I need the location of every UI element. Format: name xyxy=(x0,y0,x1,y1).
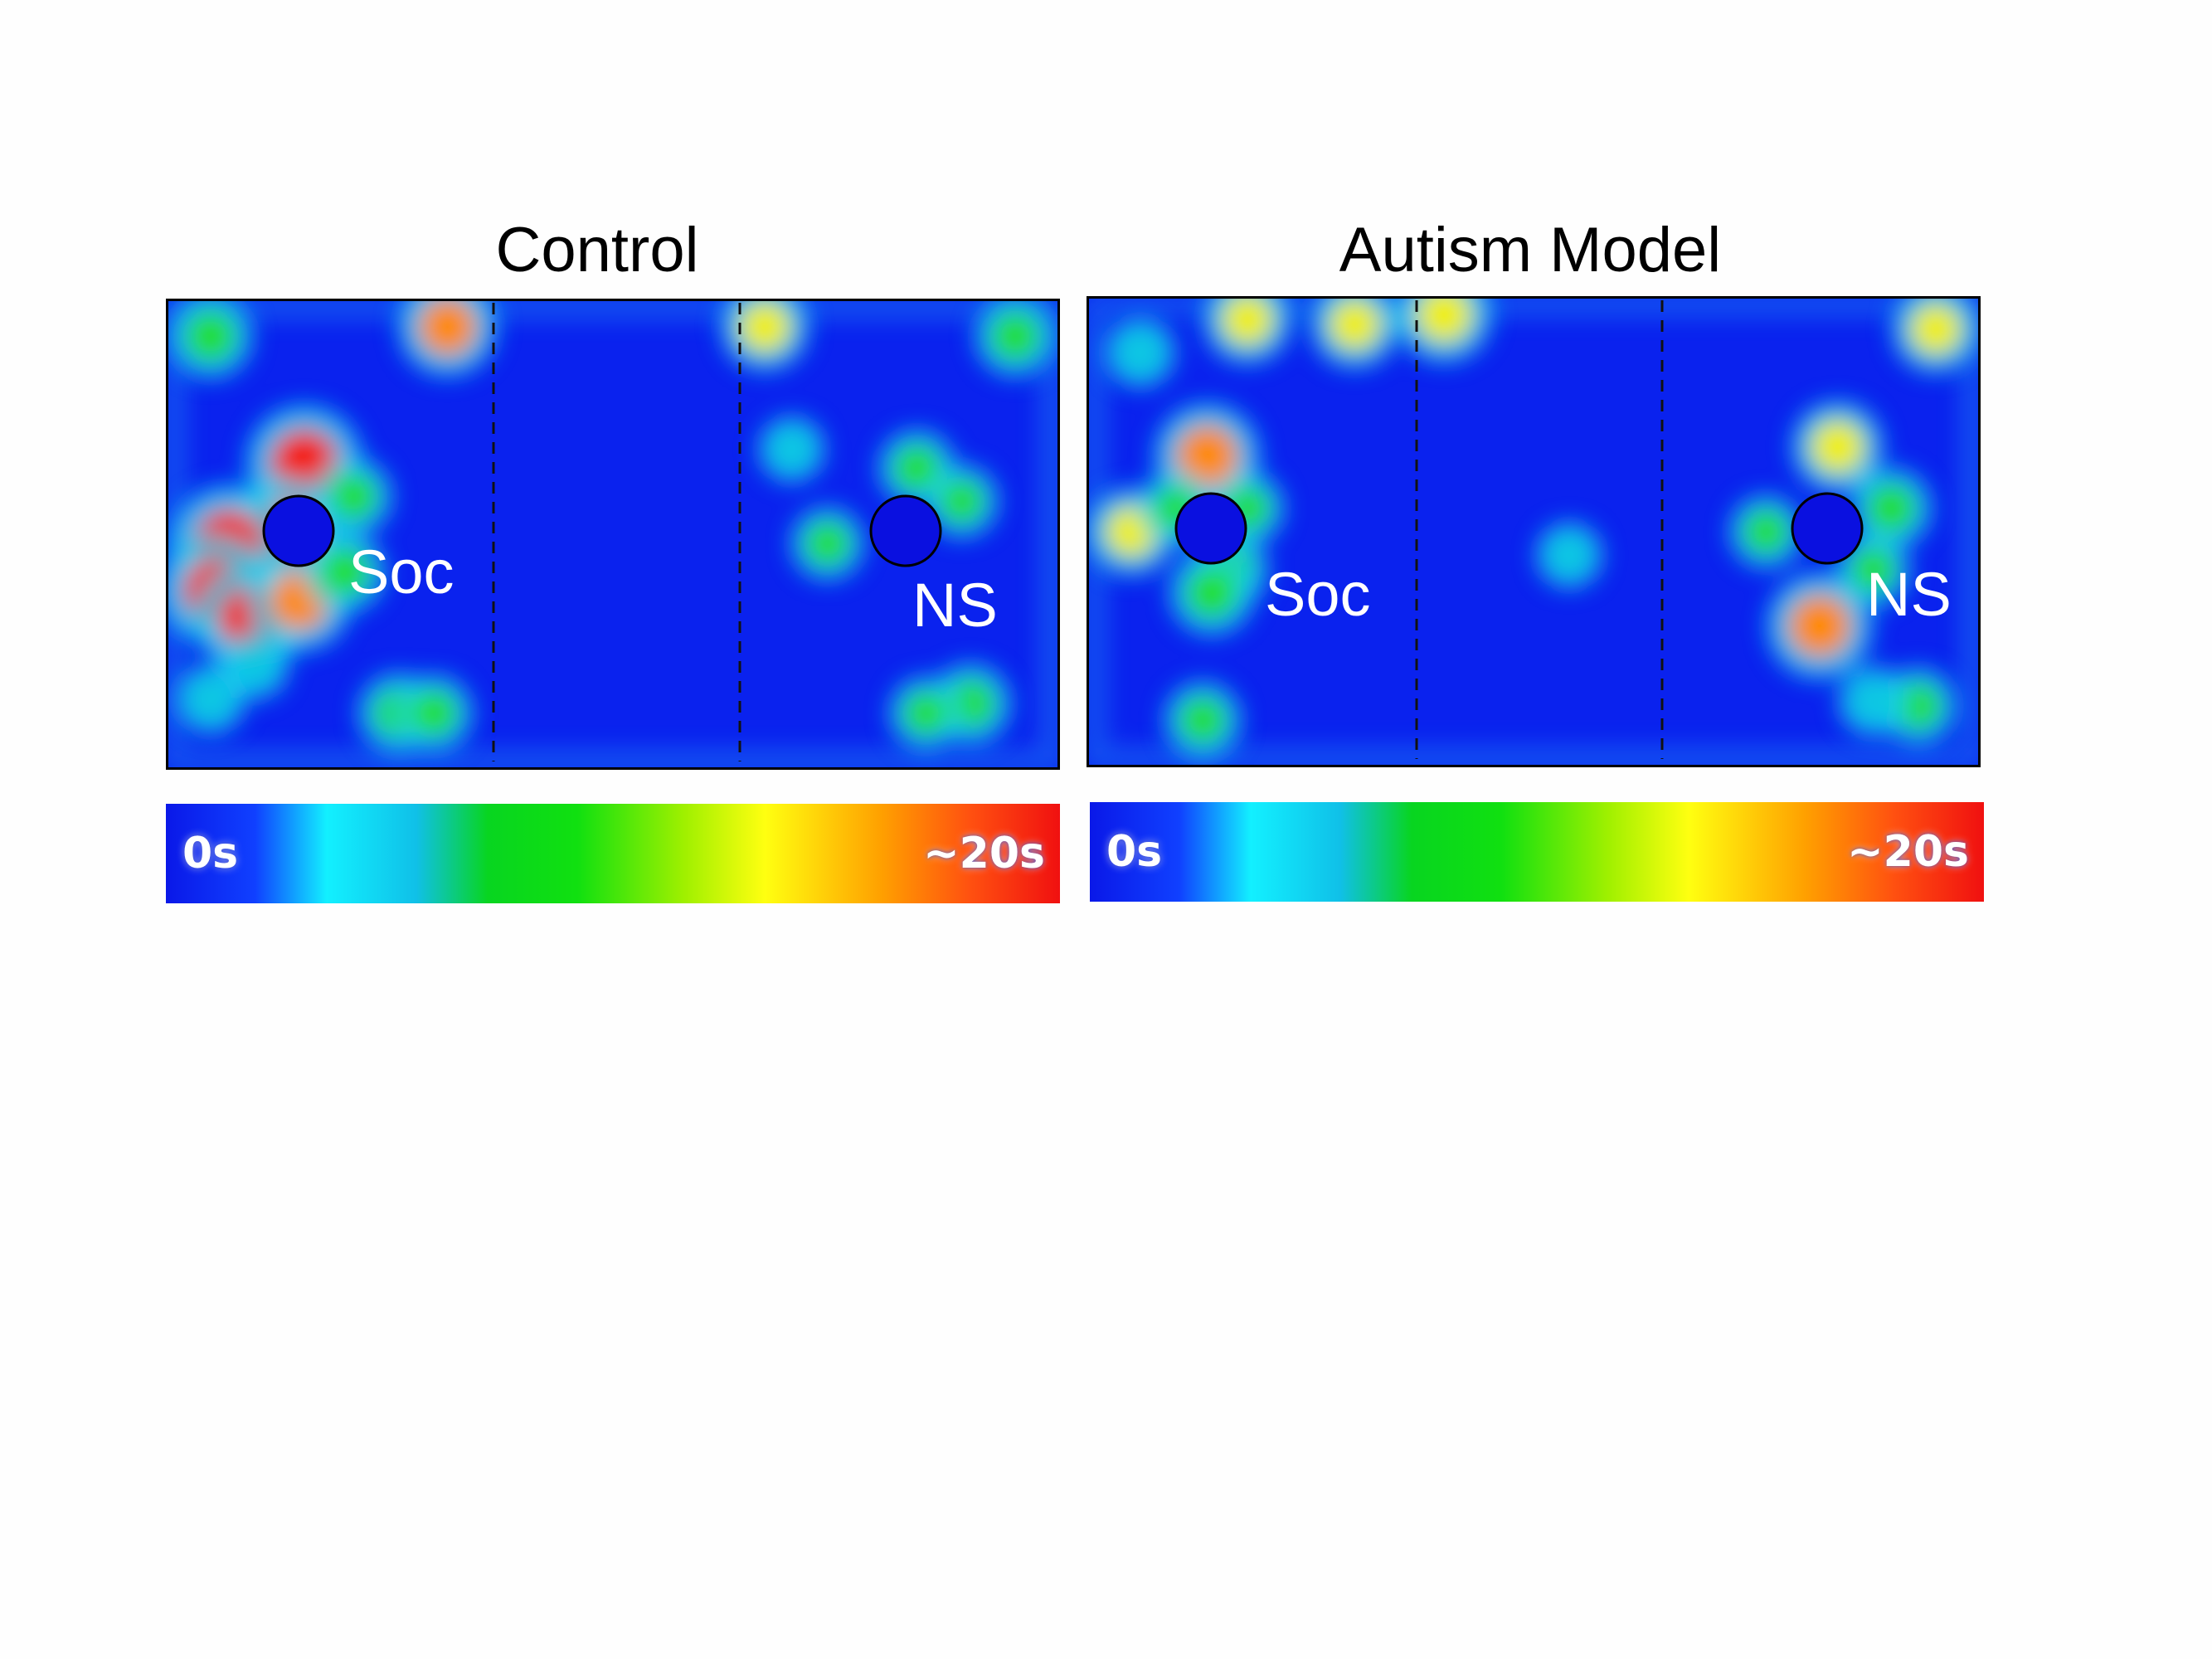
nonsocial-cup-circle xyxy=(869,494,942,567)
hotspot-13 xyxy=(1788,594,1851,658)
hotspot-19 xyxy=(904,691,948,735)
colorbar-autism-model: 0s ~20s xyxy=(1090,802,1984,902)
hotspot-10 xyxy=(1909,303,1962,355)
colorbar-max-label: ~20s xyxy=(923,829,1045,878)
nonsocial-cup-circle xyxy=(1791,492,1864,565)
hotspot-10 xyxy=(739,300,791,353)
zone-label-right: NS xyxy=(912,571,998,640)
heatmap-control: Soc NS xyxy=(166,299,1060,770)
hotspot-20 xyxy=(190,679,231,720)
hotspot-15 xyxy=(1851,547,1895,591)
hotspot-6 xyxy=(321,547,369,596)
panel-title-control: Control xyxy=(495,215,699,285)
hotspot-14 xyxy=(1744,510,1788,553)
heatmap-autism-model: Soc NS xyxy=(1087,296,1981,767)
colorbar-control: 0s ~20s xyxy=(166,804,1060,903)
hotspot-17 xyxy=(411,690,457,737)
hotspot-8 xyxy=(186,311,236,362)
hotspot-11 xyxy=(1811,420,1865,474)
hotspot-15 xyxy=(772,430,811,469)
hotspot-0 xyxy=(1175,425,1239,488)
colorbar-min-label: 0s xyxy=(1106,827,1163,877)
hotspot-14 xyxy=(805,522,849,566)
hotspot-9 xyxy=(1416,296,1472,343)
hotspot-7 xyxy=(1221,296,1274,346)
social-cup-circle xyxy=(262,494,335,567)
hotspot-9 xyxy=(418,299,477,357)
hotspot-12 xyxy=(894,445,940,491)
hotspot-16 xyxy=(1179,697,1226,743)
zone-label-left: Soc xyxy=(1265,560,1371,629)
hotspot-21 xyxy=(236,646,275,686)
hotspot-3 xyxy=(1187,567,1237,618)
social-cup-circle xyxy=(1174,492,1247,565)
hotspot-6 xyxy=(1119,332,1161,373)
zone-label-left: Soc xyxy=(348,538,455,606)
hotspot-7 xyxy=(331,474,377,519)
hotspot-19 xyxy=(1852,680,1894,722)
panel-title-autism-model: Autism Model xyxy=(1339,215,1722,285)
arena-border xyxy=(166,299,1060,770)
hotspot-8 xyxy=(1329,298,1381,351)
hotspot-13 xyxy=(940,479,984,523)
hotspot-17 xyxy=(1549,536,1589,575)
hotspot-12 xyxy=(1867,484,1915,533)
colorbar-max-label: ~20s xyxy=(1847,827,1969,877)
colorbar-min-label: 0s xyxy=(182,829,239,878)
arena-border xyxy=(1087,296,1981,767)
zone-label-right: NS xyxy=(1866,560,1952,629)
hotspot-11 xyxy=(991,312,1039,361)
